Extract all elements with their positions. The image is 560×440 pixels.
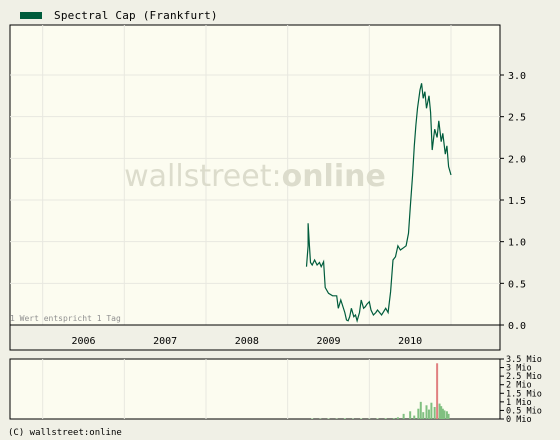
volume-bar: [402, 413, 405, 419]
volume-bar: [311, 418, 314, 419]
watermark-part1: wallstreet:: [124, 159, 281, 194]
volume-grid-lines: [42, 359, 370, 419]
volume-bar: [376, 418, 379, 419]
y-tick-label: 1.5: [508, 196, 526, 207]
volume-bars: [311, 363, 450, 419]
volume-bar: [396, 417, 399, 419]
x-tick-label: 2008: [235, 336, 259, 347]
x-tick-label: 2006: [71, 336, 95, 347]
svg-text:wallstreet:online: wallstreet:online: [124, 159, 386, 194]
y-tick-label: 2.5: [508, 113, 526, 124]
volume-bar: [427, 409, 430, 419]
volume-bar: [422, 412, 425, 419]
series-line: [305, 83, 452, 324]
volume-tick-label: 3.5 Mio: [506, 355, 542, 365]
volume-bar: [409, 411, 412, 419]
legend-swatch: [20, 11, 42, 19]
volume-tick-label: 0 Mio: [506, 415, 532, 425]
grid-lines: [10, 25, 500, 325]
y-tick-label: 2.0: [508, 154, 526, 165]
volume-bar: [425, 405, 428, 419]
x-axis-band: [9, 324, 501, 351]
volume-bar: [360, 418, 363, 419]
volume-bar: [413, 415, 416, 419]
volume-bar: [430, 402, 433, 419]
watermark-part2: online: [282, 159, 386, 194]
volume-bar: [436, 363, 439, 419]
volume-bar: [433, 407, 436, 419]
watermark: wallstreet:online: [124, 159, 386, 194]
volume-bar: [440, 406, 443, 419]
volume-bar: [438, 403, 441, 419]
y-tick-label: 3.0: [508, 71, 526, 82]
volume-bar: [445, 411, 448, 419]
volume-tick-label: 1 Mio: [506, 398, 532, 408]
volume-bar: [392, 418, 395, 419]
y-tick-label: 1.0: [508, 238, 526, 249]
volume-bar: [419, 401, 422, 419]
volume-tick-label: 2.5 Mio: [506, 372, 542, 382]
chart-legend: Spectral Cap (Frankfurt): [20, 7, 218, 23]
x-tick-label: 2007: [153, 336, 177, 347]
volume-bar: [417, 408, 420, 419]
price-line: [305, 83, 452, 324]
volume-bar: [443, 410, 446, 419]
y-tick-label: 0.0: [508, 321, 526, 332]
copyright: (C) wallstreet:online: [8, 428, 122, 438]
y-axis: 0.0 0.5 1.0 1.5 2.0 2.5 3.0: [500, 71, 526, 332]
volume-tick-label: 0.5 Mio: [506, 406, 542, 416]
x-tick-label: 2009: [316, 336, 340, 347]
footnote: 1 Wert entspricht 1 Tag: [10, 314, 121, 323]
volume-bar: [447, 413, 450, 419]
volume-bar: [327, 418, 330, 419]
legend-label: Spectral Cap (Frankfurt): [54, 8, 218, 22]
volume-bar: [343, 418, 346, 419]
y-tick-label: 0.5: [508, 279, 526, 290]
x-tick-labels: 2006 2007 2008 2009 2010: [71, 336, 422, 347]
volume-tick-label: 1.5 Mio: [506, 389, 542, 399]
volume-bar: [384, 418, 387, 419]
volume-tick-label: 3 Mio: [506, 364, 532, 374]
x-tick-label: 2010: [398, 336, 422, 347]
volume-tick-label: 2 Mio: [506, 381, 532, 391]
volume-bar: [441, 408, 444, 419]
